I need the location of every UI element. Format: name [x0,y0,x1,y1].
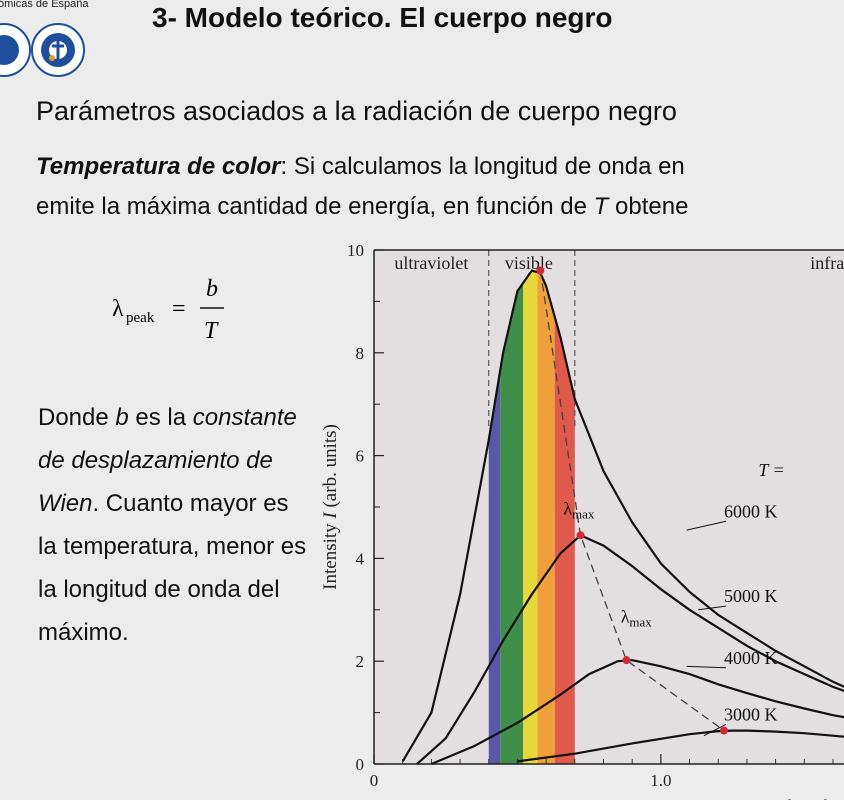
y-tick-label-0: 0 [356,755,365,774]
description-text-2: es la [128,404,193,431]
y-tick-label-2: 4 [356,549,365,568]
formula-equals: = [172,296,186,322]
lambda-max-label-1: λmax [563,499,595,522]
temperature-label: T = [758,460,784,480]
peak-point-2 [622,656,631,665]
plot-area [374,250,844,764]
x-tick-label-0: 0 [370,771,379,790]
wien-formula: λ peak = b T [112,272,232,358]
x-tick-label-1: 1.0 [650,771,671,790]
peak-point-3 [719,726,728,735]
formula-lambda: λ [112,296,124,322]
organization-name: ómicas de España [0,0,89,10]
intro-line-2-text-b: obtene [608,193,689,220]
description-text-1: Donde [38,404,116,431]
x-axis-label: Wavelength [747,796,833,800]
intro-line-2: emite la máxima cantidad de energía, en … [36,193,688,221]
intro-line-2-text-a: emite la máxima cantidad de energía, en … [36,193,594,220]
visible-band-1 [500,282,524,764]
visible-band-3 [537,272,555,764]
formula-subscript: peak [126,310,155,326]
visible-band-0 [488,370,501,764]
series-label-2: 4000 K [724,648,778,668]
series-label-leader-0 [686,520,727,531]
y-tick-label-1: 2 [356,652,365,671]
peak-point-1 [576,531,585,540]
term-color-temperature: Temperatura de color [36,153,281,180]
y-tick-label-3: 6 [356,447,365,466]
series-label-leader-1 [698,605,727,611]
series-line-4000-K [430,659,844,766]
left-logo-icon [0,23,31,77]
description-text-3: . Cuanto mayor es la temperatura, menor … [38,490,307,646]
y-tick-label-5: 10 [347,241,364,260]
series-label-3: 3000 K [724,704,778,724]
series-label-leader-2 [686,665,726,669]
visible-band-4 [554,316,575,764]
page-title: 3- Modelo teórico. El cuerpo negro [152,2,613,33]
description-constant: constante de desplazamiento de Wien [38,404,297,517]
series-line-5000-K [416,534,844,765]
series-label-leader-3 [703,723,727,737]
y-tick-label-4: 8 [356,344,365,363]
section-subtitle: Parámetros asociados a la radiación de c… [36,96,677,126]
formula-denominator: T [204,318,219,344]
peak-point-0 [536,266,545,275]
description-paragraph: Donde b es la constante de desplazamient… [38,396,308,654]
formula-numerator: b [206,276,218,302]
wien-displacement-line [539,270,725,732]
series-line-6000-K [401,269,844,762]
region-label-infrared: infrared [810,253,844,273]
intro-line-1-text: : Si calculamos la longitud de onda en [280,153,685,180]
wien-formula-graphic: λ peak = b T [112,276,224,344]
region-label-visible: visible [505,253,553,273]
region-label-ultraviolet: ultraviolet [394,253,468,273]
series-label-1: 5000 K [724,586,778,606]
intro-line-1: Temperatura de color: Si calculamos la l… [36,153,685,181]
series-line-3000-K [517,729,844,763]
blackbody-chart: 0 2 4 6 8 10 0 1.0 ultraviolet visible infrared Int… [320,241,844,800]
description-b: b [115,404,129,431]
intro-line-2-T: T [593,193,609,220]
series-label-0: 6000 K [724,501,778,521]
visible-band-2 [523,270,538,764]
lambda-max-label-2: λmax [621,607,653,630]
astronomical-society-logo-icon [31,23,85,77]
y-axis-label: Intensity I (arb. units) [320,424,341,590]
